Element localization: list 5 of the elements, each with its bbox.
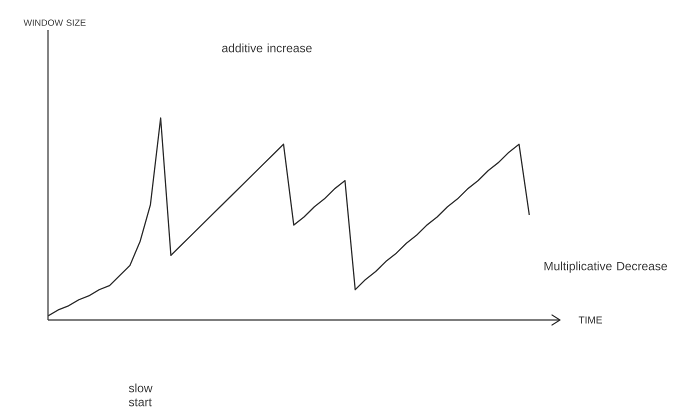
text: slow start	[128, 384, 153, 406]
text: WINDOW SIZE	[24, 20, 86, 26]
text: additive increase	[222, 44, 312, 52]
text: Multiplicative Decrease	[544, 262, 668, 273]
x-axis-title: TIME	[578, 316, 602, 324]
